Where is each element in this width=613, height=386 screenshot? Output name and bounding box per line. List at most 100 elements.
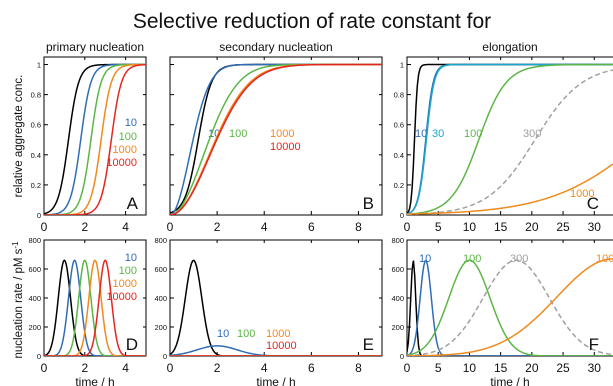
series-label-300: 300 [523,128,541,140]
column-title: secondary nucleation [219,40,332,54]
x-tick-label: 4 [122,220,129,234]
x-tick-label: 4 [261,361,268,375]
x-tick-label: 5 [435,220,442,234]
y-tick-label: 0 [37,211,41,220]
series-label-10000: 10000 [266,340,297,352]
panel-letter: C [587,194,599,213]
x-tick-label: 25 [556,220,570,234]
panel-letter: E [363,335,374,354]
series-label-300: 300 [510,253,528,265]
series-label-100: 100 [237,328,255,340]
y-tick-label: 0.4 [31,151,41,160]
series-line-1000 [407,258,613,356]
x-tick-label: 8 [355,220,362,234]
y-tick-label: 800 [154,236,167,245]
y-tick-label: 400 [154,294,167,303]
y-tick-label: 200 [391,323,404,332]
series-line-10000 [44,259,146,356]
x-tick-label: 4 [122,361,129,375]
series-label-1000: 1000 [113,278,137,290]
panel-A: primary nucleation 0 2 4 0 0.2 0.4 0.6 0.8 1 10 100… [13,40,147,234]
series-line-control [44,259,146,356]
series-label-1000: 1000 [113,144,137,156]
panel-F: 0510152025300200400600800101003001000Fti… [391,236,613,386]
series-label-1000: 1000 [270,128,294,140]
series-line-10 [44,259,146,356]
y-tick-label: 0.6 [31,121,41,130]
series-label-10: 10 [125,117,137,129]
y-tick-label: 0.2 [31,181,41,190]
y-axis-label: nucleation rate / pM s-1 [11,241,25,359]
series-label-10000: 10000 [106,291,137,303]
x-axis-label: time / h [256,375,295,386]
x-tick-label: 15 [494,220,508,234]
x-axis-label: time / h [490,375,529,386]
x-tick-label: 2 [81,361,88,375]
series-label-10: 10 [419,253,431,265]
y-tick-label: 0.6 [394,121,404,130]
y-tick-label: 600 [154,265,167,274]
x-tick-label: 20 [525,220,539,234]
series-label-100: 100 [119,131,137,143]
plot-frame [406,56,613,216]
y-tick-label: 800 [391,236,404,245]
panel-letter: F [589,335,599,354]
x-tick-label: 0 [41,361,48,375]
y-tick-label: 0.4 [394,151,404,160]
x-tick-label: 6 [308,361,315,375]
series-label-100: 100 [119,265,137,277]
y-tick-label: 0.8 [31,91,41,100]
x-tick-label: 25 [556,361,570,375]
x-tick-label: 8 [355,361,362,375]
x-tick-label: 4 [261,220,268,234]
y-tick-label: 0 [400,211,404,220]
y-tick-label: 0.2 [394,181,404,190]
column-title: elongation [482,40,537,54]
x-tick-label: 5 [435,361,442,375]
series-line-300 [407,259,613,356]
series-line-1000 [44,259,146,356]
series-line-10000 [170,63,382,215]
y-tick-label: 400 [28,294,41,303]
x-tick-label: 10 [463,361,477,375]
series-line-100 [407,63,613,215]
x-tick-label: 0 [167,361,174,375]
series-label-10: 10 [217,328,229,340]
x-tick-label: 6 [308,220,315,234]
series-label-100: 100 [463,253,481,265]
series-label-100: 100 [229,128,247,140]
y-axis-label-text: relative aggregate conc. [13,75,25,198]
series-line-10 [407,259,613,356]
y-tick-label: 800 [28,236,41,245]
x-tick-label: 0 [167,220,174,234]
figure-title: Selective reduction of rate constant for [133,10,491,33]
y-tick-label: 0 [400,352,404,361]
panel-letter: A [127,194,139,213]
y-tick-label: 200 [154,323,167,332]
y-axis-label-sup: -1 [11,241,20,249]
x-tick-label: 2 [81,220,88,234]
panel-letter: D [126,335,138,354]
y-tick-label: 0 [163,352,167,361]
y-tick-label: 400 [391,294,404,303]
series-label-10: 10 [125,252,137,264]
series-line-300 [407,69,613,215]
series-label-100: 100 [464,128,482,140]
series-label-1000: 1000 [570,188,594,200]
x-tick-label: 10 [463,220,477,234]
x-tick-label: 2 [214,361,221,375]
series-line-1000 [407,163,613,215]
plot-frame [169,56,383,216]
series-label-30: 30 [432,128,444,140]
series-label-10000: 10000 [106,157,137,169]
series-label-10: 10 [415,128,427,140]
series-line-100 [407,259,613,356]
x-tick-label: 2 [214,220,221,234]
panel-letter: B [363,194,374,213]
y-axis-label: relative aggregate conc. [13,75,25,198]
x-tick-label: 0 [41,220,48,234]
plot-frame [43,56,147,216]
